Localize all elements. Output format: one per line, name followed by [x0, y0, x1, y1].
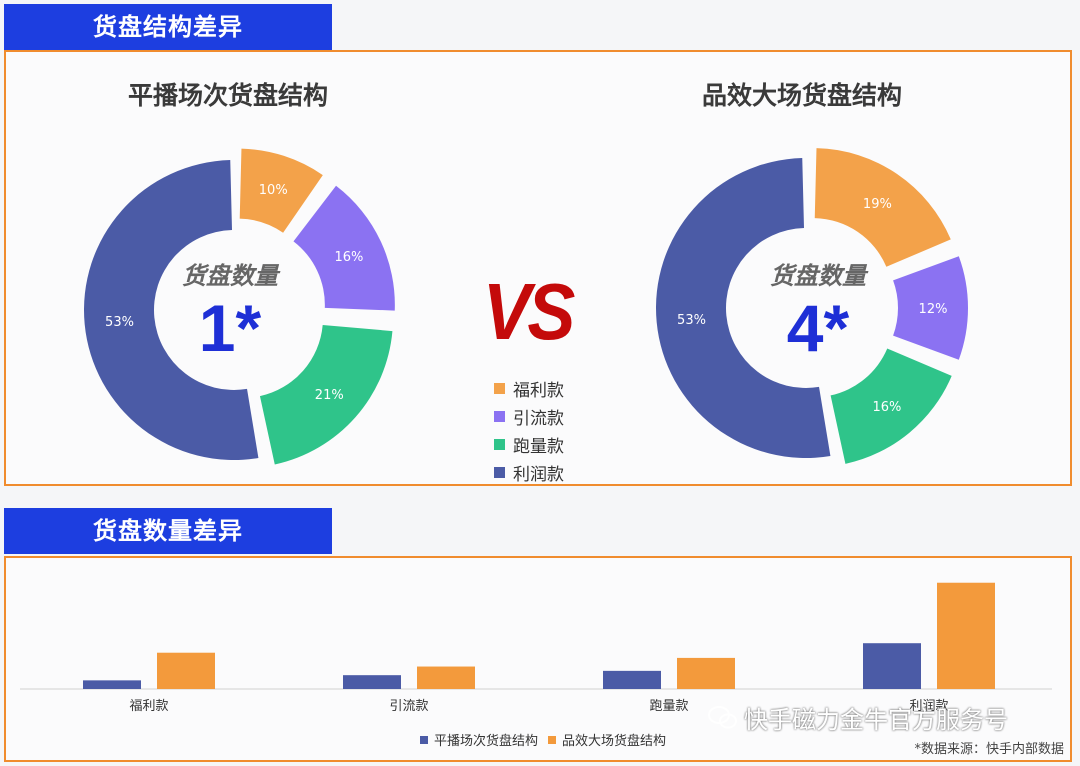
donut-left-center-value: 1*	[198, 291, 262, 365]
legend-item-yinliu: 引流款	[494, 402, 564, 430]
legend-label: 利润款	[513, 464, 564, 485]
wechat-icon	[708, 705, 737, 728]
legend-label: 福利款	[513, 380, 564, 401]
donut-left-data-label-2: 21%	[315, 388, 344, 403]
bar-0-series-0	[83, 680, 141, 689]
donut-right-slice-3	[656, 158, 831, 458]
donut-left-data-label-1: 16%	[334, 250, 363, 265]
bar-1-series-0	[343, 675, 401, 689]
donut-right-center-value: 4*	[786, 291, 850, 365]
watermark-text: 快手磁力金牛官方服务号	[744, 706, 1008, 734]
footnote: *数据来源：快手内部数据	[914, 742, 1064, 757]
bar-2-series-0	[603, 670, 661, 689]
donut-left-center-label: 货盘数量	[182, 262, 278, 290]
donut-left-slice-1	[293, 185, 395, 311]
bar-legend-item-2: 品效大场货盘结构	[548, 730, 666, 749]
legend-item-lirun: 利润款	[494, 458, 564, 486]
section-header-quantity: 货盘数量差异	[4, 508, 332, 554]
donut-left-data-label-0: 10%	[259, 183, 288, 198]
donut-right-data-label-1: 12%	[919, 302, 948, 317]
x-tick-label-2: 跑量款	[649, 699, 688, 714]
legend-swatch	[494, 410, 505, 422]
bar-3-series-0	[863, 643, 921, 689]
donut-right-data-label-0: 19%	[863, 197, 892, 212]
donut-right-data-label-3: 53%	[677, 313, 706, 328]
x-tick-label-0: 福利款	[129, 699, 168, 714]
section-header-structure: 货盘结构差异	[4, 4, 332, 50]
bar-3-series-1	[937, 582, 995, 689]
legend-label: 跑量款	[513, 436, 564, 457]
x-tick-label-3: 利润款	[909, 699, 948, 714]
bar-1-series-1	[417, 666, 475, 689]
donut-left-slice-0	[239, 148, 323, 233]
watermark: 快手磁力金牛官方服务号	[708, 700, 1008, 735]
legend-item-fuli: 福利款	[494, 374, 564, 402]
bar-legend-item-1: 平播场次货盘结构	[420, 730, 538, 749]
legend-item-paoliang: 跑量款	[494, 430, 564, 458]
donut-left-title: 平播场次货盘结构	[127, 81, 328, 110]
legend-label: 引流款	[513, 408, 564, 429]
legend-swatch	[494, 466, 505, 478]
donut-charts: 10% 16% 21% 53% 19% 12% 16% 53%	[84, 148, 968, 465]
donut-legend: 福利款 引流款 跑量款 利润款	[494, 374, 564, 486]
bar-legend: 平播场次货盘结构 品效大场货盘结构	[420, 730, 676, 749]
donut-right-title: 品效大场货盘结构	[701, 81, 902, 110]
donut-right-slice-2	[830, 348, 952, 464]
legend-swatch	[548, 735, 557, 744]
donut-right-slice-0	[814, 148, 951, 267]
vs-label: VS	[482, 267, 575, 356]
x-tick-label-1: 引流款	[389, 699, 428, 714]
legend-swatch	[494, 382, 505, 394]
donut-right-slice-1	[893, 256, 968, 360]
bar-2-series-1	[677, 657, 735, 689]
legend-swatch	[494, 438, 505, 450]
donut-right-data-label-2: 16%	[872, 400, 901, 415]
bar-0-series-1	[157, 652, 215, 689]
legend-swatch	[420, 735, 428, 744]
donut-right-center-label: 货盘数量	[770, 262, 866, 290]
legend-label: 平播场次货盘结构	[434, 734, 539, 749]
donut-left-slice-3	[84, 160, 259, 460]
donut-left-slice-2	[259, 324, 393, 465]
legend-label: 品效大场货盘结构	[562, 734, 667, 749]
donut-left-data-label-3: 53%	[105, 315, 134, 330]
